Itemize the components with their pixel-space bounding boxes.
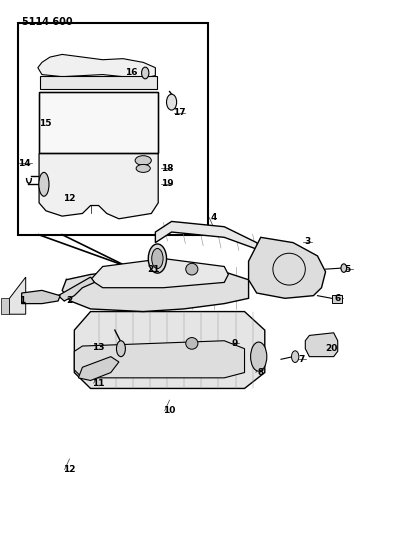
Ellipse shape [341, 264, 347, 272]
Polygon shape [74, 341, 244, 378]
Ellipse shape [135, 156, 151, 165]
Text: 18: 18 [161, 164, 174, 173]
Polygon shape [305, 333, 338, 357]
Ellipse shape [136, 165, 150, 172]
Text: 5: 5 [345, 265, 351, 273]
Text: 12: 12 [63, 465, 76, 474]
Text: 12: 12 [63, 194, 76, 203]
Text: 5114 600: 5114 600 [22, 17, 72, 27]
Text: 16: 16 [125, 68, 137, 77]
Bar [39, 92, 158, 152]
Text: 1: 1 [19, 296, 26, 305]
Ellipse shape [148, 244, 166, 273]
Ellipse shape [152, 248, 163, 269]
Polygon shape [91, 259, 228, 288]
Polygon shape [74, 312, 265, 389]
Polygon shape [248, 237, 326, 298]
Ellipse shape [39, 172, 49, 196]
Text: 15: 15 [39, 119, 51, 128]
Text: 6: 6 [335, 294, 341, 303]
Text: 20: 20 [326, 344, 338, 353]
Ellipse shape [251, 342, 267, 371]
Text: 11: 11 [92, 378, 105, 387]
Text: 21: 21 [147, 265, 160, 273]
Polygon shape [1, 298, 9, 314]
Ellipse shape [186, 337, 198, 349]
Polygon shape [38, 54, 155, 78]
Polygon shape [39, 154, 158, 219]
Ellipse shape [186, 263, 198, 275]
Text: 19: 19 [161, 179, 174, 188]
Text: 14: 14 [18, 159, 30, 167]
Text: 9: 9 [231, 339, 237, 348]
Text: 10: 10 [163, 406, 176, 415]
Bar [40, 76, 157, 89]
Polygon shape [78, 357, 119, 381]
Text: 4: 4 [211, 213, 217, 222]
Text: 2: 2 [67, 296, 73, 305]
Ellipse shape [116, 341, 125, 357]
Ellipse shape [292, 351, 299, 362]
Text: 17: 17 [173, 108, 186, 117]
Bar [39, 92, 158, 152]
Polygon shape [22, 290, 60, 304]
Text: 7: 7 [298, 355, 304, 364]
Polygon shape [9, 277, 26, 314]
Polygon shape [155, 221, 261, 251]
Ellipse shape [166, 94, 177, 110]
Text: 3: 3 [304, 237, 310, 246]
Bar [18, 22, 208, 235]
Bar [332, 295, 342, 303]
Polygon shape [58, 277, 95, 301]
Polygon shape [62, 266, 248, 312]
Text: 8: 8 [257, 368, 264, 377]
Ellipse shape [142, 67, 149, 79]
Text: 13: 13 [91, 343, 104, 352]
